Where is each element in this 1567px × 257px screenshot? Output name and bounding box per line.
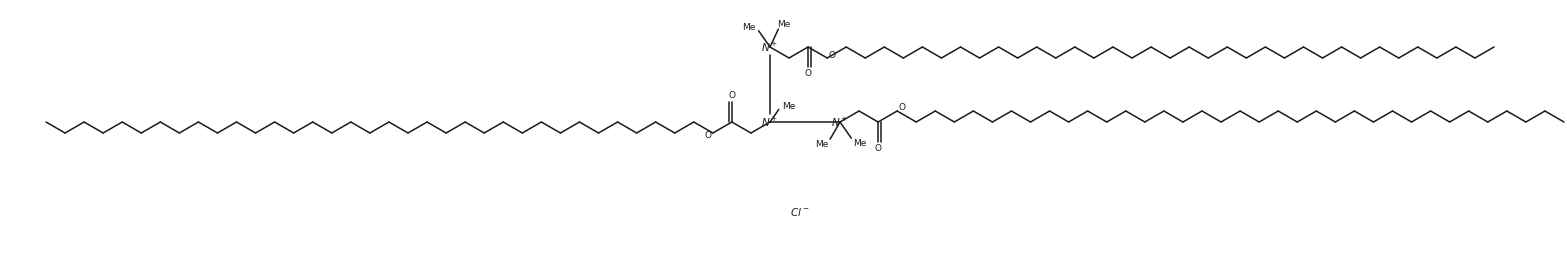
- Text: Me: Me: [782, 102, 796, 111]
- Text: $N^+$: $N^+$: [832, 115, 849, 128]
- Text: O: O: [898, 104, 906, 113]
- Text: $N^+$: $N^+$: [762, 115, 779, 128]
- Text: O: O: [729, 91, 735, 100]
- Text: O: O: [874, 144, 882, 153]
- Text: Me: Me: [815, 140, 829, 149]
- Text: O: O: [804, 69, 812, 78]
- Text: $Cl^-$: $Cl^-$: [790, 206, 810, 218]
- Text: O: O: [829, 50, 835, 60]
- Text: Me: Me: [852, 139, 867, 148]
- Text: O: O: [704, 132, 711, 141]
- Text: Me: Me: [777, 20, 790, 29]
- Text: $N^+$: $N^+$: [762, 40, 779, 53]
- Text: Me: Me: [741, 23, 755, 32]
